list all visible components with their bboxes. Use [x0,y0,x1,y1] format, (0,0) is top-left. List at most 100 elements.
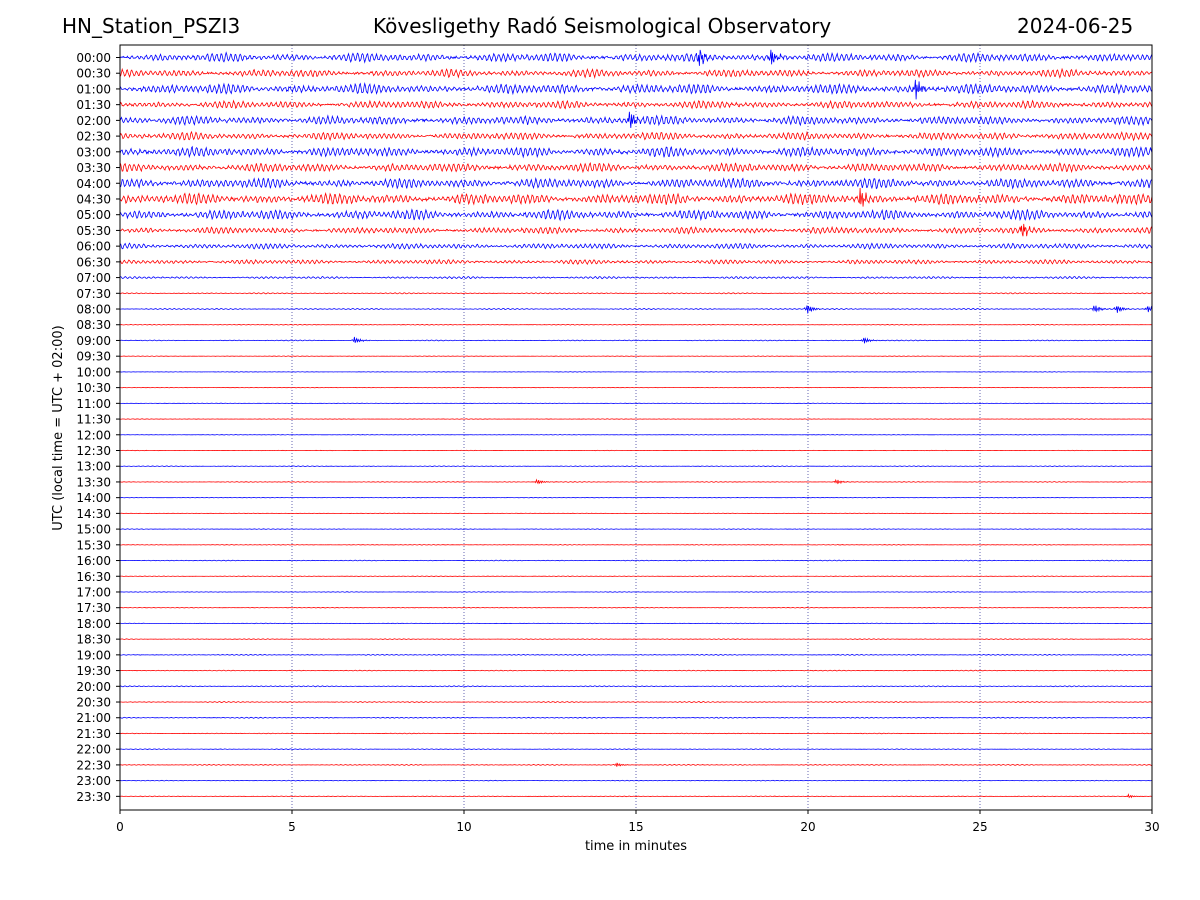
y-tick-label: 21:30 [76,727,111,741]
y-tick-label: 18:00 [76,617,111,631]
seismic-trace [119,591,1153,593]
y-tick-label: 01:30 [76,98,111,112]
y-tick-label: 11:30 [76,413,111,427]
y-tick-label: 03:00 [76,145,111,159]
y-tick-label: 04:00 [76,177,111,191]
y-tick-label: 17:00 [76,585,111,599]
seismic-trace [119,275,1153,280]
x-tick-label: 0 [116,820,124,834]
y-tick-label: 22:00 [76,743,111,757]
y-tick-label: 17:30 [76,601,111,615]
y-tick-label: 16:00 [76,554,111,568]
y-tick-label: 05:00 [76,208,111,222]
x-axis-label: time in minutes [585,839,687,854]
seismic-trace [119,162,1153,174]
seismic-trace [119,130,1153,142]
x-tick-label: 20 [800,820,815,834]
seismic-trace [119,606,1153,609]
y-tick-label: 05:30 [76,224,111,238]
y-tick-label: 06:30 [76,255,111,269]
seismic-trace [119,223,1153,237]
y-tick-label: 03:30 [76,161,111,175]
y-tick-label: 06:00 [76,240,111,254]
x-tick-label: 10 [456,820,471,834]
seismic-trace [119,258,1153,266]
seismic-trace [119,478,1153,485]
seismic-trace [119,669,1153,672]
seismic-trace [119,188,1153,207]
seismic-trace [119,323,1153,326]
y-tick-label: 19:00 [76,648,111,662]
y-tick-label: 02:00 [76,114,111,128]
y-tick-label: 12:30 [76,444,111,458]
x-tick-label: 15 [628,820,643,834]
y-tick-label: 14:00 [76,491,111,505]
seismic-trace [119,575,1153,577]
y-tick-label: 22:30 [76,758,111,772]
x-tick-label: 5 [288,820,296,834]
y-tick-label: 00:30 [76,67,111,81]
seismic-trace [119,685,1152,688]
seismic-trace [119,544,1153,546]
y-tick-label: 16:30 [76,570,111,584]
y-tick-label: 23:00 [76,774,111,788]
grid-lines [291,45,981,810]
seismic-trace [120,779,1153,782]
seismic-trace [119,79,1153,100]
seismic-trace [119,49,1153,66]
seismic-trace [119,653,1153,656]
y-tick-label: 09:30 [76,350,111,364]
seismic-trace [119,242,1153,250]
y-tick-label: 20:00 [76,680,111,694]
y-tick-label: 23:30 [76,790,111,804]
observatory-title: Kövesligethy Radó Seismological Observat… [373,14,832,38]
y-tick-label: 18:30 [76,633,111,647]
y-tick-label: 14:30 [76,507,111,521]
seismic-trace [120,305,1153,314]
seismic-trace [119,528,1153,530]
y-tick-label: 01:00 [76,82,111,96]
seismic-trace [119,762,1153,767]
seismic-trace [119,559,1153,562]
y-tick-label: 11:00 [76,397,111,411]
y-tick-label: 08:00 [76,303,111,317]
x-tick-label: 25 [972,820,987,834]
seismic-trace [119,111,1153,128]
seismic-trace [119,732,1153,735]
y-tick-label: 04:30 [76,192,111,206]
seismic-trace [119,748,1153,750]
y-axis-label: UTC (local time = UTC + 02:00) [51,325,66,530]
y-tick-label: 07:30 [76,287,111,301]
seismic-trace [119,336,1153,344]
x-axis-ticks: 0 5 10 15 20 25 30 [116,810,1160,834]
y-tick-label: 12:00 [76,428,111,442]
seismic-trace [119,292,1153,295]
seismic-trace [119,208,1153,222]
seismic-trace [119,638,1153,640]
record-date: 2024-06-25 [1017,14,1134,38]
y-tick-label: 09:00 [76,334,111,348]
y-tick-label: 21:00 [76,711,111,725]
y-tick-label: 10:30 [76,381,111,395]
y-tick-label: 07:00 [76,271,111,285]
seismic-trace [119,465,1153,467]
x-tick-label: 30 [1144,820,1159,834]
y-tick-label: 10:00 [76,365,111,379]
y-tick-label: 13:30 [76,475,111,489]
seismic-trace [119,177,1153,190]
seismic-trace [119,67,1153,79]
seismic-trace [119,99,1153,110]
y-tick-label: 00:00 [76,51,111,65]
y-tick-label: 08:30 [76,318,111,332]
seismic-trace [119,145,1153,159]
y-tick-label: 15:00 [76,523,111,537]
seismic-trace [119,716,1153,719]
y-tick-label: 20:30 [76,696,111,710]
y-tick-label: 13:00 [76,460,111,474]
y-tick-label: 15:30 [76,538,111,552]
y-tick-label: 02:30 [76,130,111,144]
seismic-traces [119,49,1153,799]
seismic-trace [119,701,1153,703]
